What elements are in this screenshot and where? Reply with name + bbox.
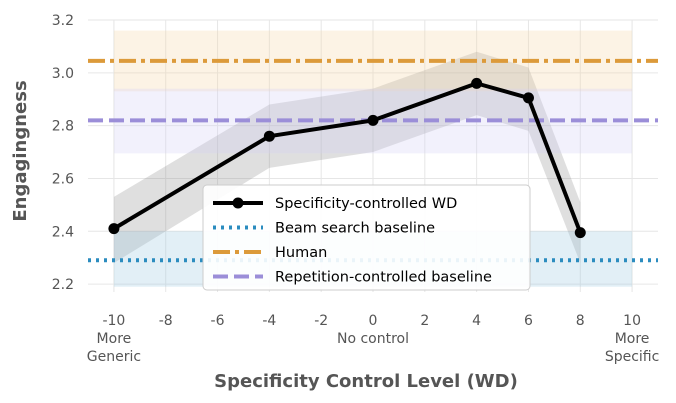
legend: Specificity-controlled WD Beam search bas… (202, 184, 531, 291)
x-tick-label: 0 (369, 313, 378, 329)
y-tick-label: 2.8 (52, 119, 74, 135)
series-line (112, 81, 583, 234)
x-tick-label: 6 (524, 313, 533, 329)
y-tick-label: 2.4 (52, 224, 74, 240)
data-point (263, 130, 275, 142)
data-point (574, 227, 586, 239)
x-tick-label: 2 (420, 313, 429, 329)
y-axis-label: Engagingness (10, 80, 31, 221)
legend-label: Specificity-controlled WD (275, 196, 457, 212)
legend-label: Beam search baseline (275, 221, 435, 237)
x-tick-label: -10 (102, 313, 125, 329)
data-point (522, 92, 534, 104)
legend-label: Repetition-controlled baseline (275, 270, 492, 286)
x-annotations: More Generic No control More Specific (87, 331, 660, 365)
y-tick-label: 3.2 (52, 13, 74, 29)
data-point (108, 223, 120, 235)
x-annotation: Generic (87, 349, 141, 365)
x-tick-label: 8 (576, 313, 585, 329)
axis-ticks: -10 -8 -6 -4 -2 0 2 4 6 8 10 2.2 2.4 2.6 2.8 3.0 3.2 (52, 13, 641, 329)
ci-band (113, 51, 581, 263)
x-tick-label: -2 (314, 313, 328, 329)
series-lines (88, 58, 658, 263)
legend-label: Human (275, 245, 327, 261)
x-annotation: Specific (605, 349, 660, 365)
x-tick-label: 4 (472, 313, 481, 329)
x-tick-label: -8 (159, 313, 173, 329)
legend-marker (232, 197, 244, 209)
data-point (367, 114, 379, 126)
x-annotation: More (97, 331, 132, 347)
legend-box (202, 184, 531, 291)
y-tick-label: 2.6 (52, 171, 74, 187)
y-tick-label: 3.0 (52, 66, 74, 82)
x-tick-label: -6 (211, 313, 225, 329)
x-axis-label: Specificity Control Level (WD) (214, 371, 518, 392)
data-point (471, 77, 483, 89)
x-annotation: No control (337, 331, 409, 347)
x-tick-label: 10 (623, 313, 641, 329)
x-tick-label: -4 (262, 313, 276, 329)
y-tick-label: 2.2 (52, 277, 74, 293)
x-annotation: More (615, 331, 650, 347)
